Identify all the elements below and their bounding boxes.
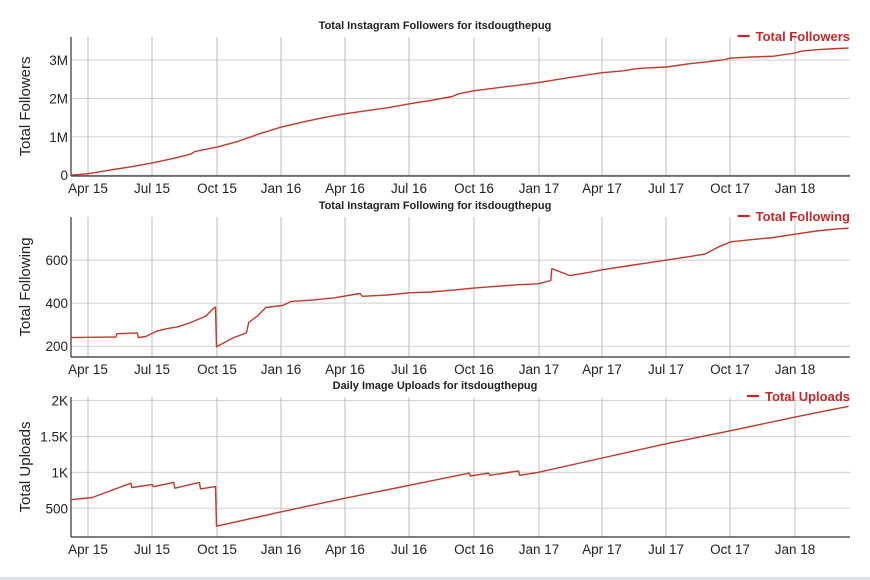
x-tick-label: Oct 17 xyxy=(710,181,750,196)
x-tick-label: Jul 16 xyxy=(391,181,427,196)
x-tick-label: Oct 15 xyxy=(197,181,237,196)
chart-title: Total Instagram Followers for itsdougthe… xyxy=(319,20,552,32)
x-tick-label: Oct 17 xyxy=(710,542,750,557)
series-line xyxy=(70,405,849,527)
y-axis-label: Total Followers xyxy=(17,56,34,156)
y-tick-label: 600 xyxy=(45,253,68,268)
y-axis-label: Total Following xyxy=(17,237,34,336)
x-tick-label: Oct 16 xyxy=(454,542,494,557)
x-tick-label: Oct 15 xyxy=(197,362,237,377)
legend-label: Total Uploads xyxy=(765,389,850,404)
chart-title: Daily Image Uploads for itsdougthepug xyxy=(333,380,538,392)
x-tick-label: Jul 16 xyxy=(391,362,427,377)
y-tick-label: 0 xyxy=(60,168,68,183)
x-tick-label: Jan 16 xyxy=(261,181,302,196)
y-tick-label: 2K xyxy=(51,394,68,409)
legend-label: Total Following xyxy=(756,209,850,224)
x-tick-label: Jul 15 xyxy=(134,542,170,557)
y-tick-label: 1.5K xyxy=(40,429,68,444)
x-tick-label: Jan 16 xyxy=(261,542,302,557)
x-tick-label: Jan 17 xyxy=(519,542,560,557)
x-tick-label: Apr 16 xyxy=(325,181,365,196)
x-tick-label: Apr 16 xyxy=(325,542,365,557)
x-tick-label: Jan 17 xyxy=(519,362,560,377)
y-tick-label: 400 xyxy=(45,296,68,311)
series-line xyxy=(70,227,849,348)
x-tick-label: Apr 15 xyxy=(68,181,108,196)
y-tick-label: 1M xyxy=(49,130,68,145)
y-tick-label: 2M xyxy=(49,91,68,106)
x-tick-label: Jan 18 xyxy=(775,542,816,557)
x-tick-label: Jul 15 xyxy=(134,362,170,377)
y-tick-label: 3M xyxy=(49,53,68,68)
legend: Total Following xyxy=(737,209,850,224)
x-tick-label: Apr 17 xyxy=(582,181,622,196)
bottom-scrollbar-track xyxy=(0,577,870,580)
x-tick-label: Jul 15 xyxy=(134,181,170,196)
x-tick-label: Oct 16 xyxy=(454,362,494,377)
x-tick-label: Oct 17 xyxy=(710,362,750,377)
x-tick-label: Apr 17 xyxy=(582,542,622,557)
x-tick-label: Jan 17 xyxy=(519,181,560,196)
y-axis-label: Total Uploads xyxy=(17,422,34,513)
x-tick-label: Oct 16 xyxy=(454,181,494,196)
x-tick-label: Apr 15 xyxy=(68,542,108,557)
x-tick-label: Apr 15 xyxy=(68,362,108,377)
x-tick-label: Jan 18 xyxy=(775,362,816,377)
x-tick-label: Jul 16 xyxy=(391,542,427,557)
series-line xyxy=(70,47,849,176)
chart-title: Total Instagram Following for itsdougthe… xyxy=(319,200,552,212)
y-tick-label: 1K xyxy=(51,465,68,480)
x-tick-label: Apr 16 xyxy=(325,362,365,377)
x-tick-label: Apr 17 xyxy=(582,362,622,377)
y-tick-label: 500 xyxy=(45,501,68,516)
legend-label: Total Followers xyxy=(756,29,850,44)
x-tick-label: Jul 17 xyxy=(648,181,684,196)
x-tick-label: Jul 17 xyxy=(648,362,684,377)
x-tick-label: Jul 17 xyxy=(648,542,684,557)
x-tick-label: Oct 15 xyxy=(197,542,237,557)
legend: Total Followers xyxy=(737,29,850,44)
x-tick-label: Jan 18 xyxy=(775,181,816,196)
x-tick-label: Jan 16 xyxy=(261,362,302,377)
legend: Total Uploads xyxy=(747,389,850,404)
y-tick-label: 200 xyxy=(45,339,68,354)
